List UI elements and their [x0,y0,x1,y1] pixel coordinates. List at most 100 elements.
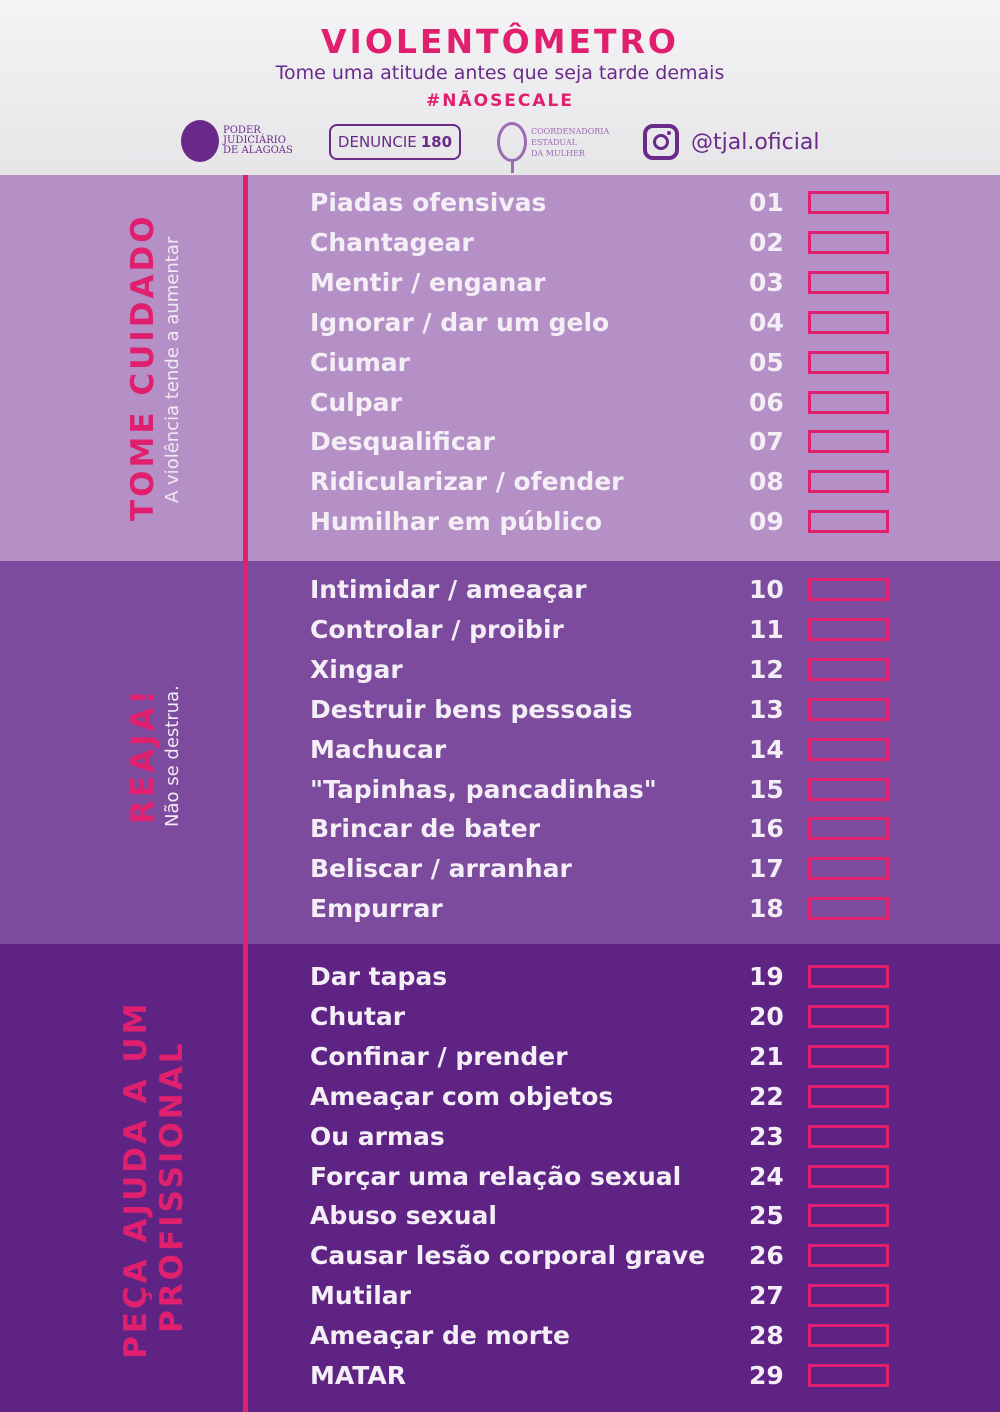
item-number: 07 [749,427,784,457]
list-item: Causar lesão corporal grave 26 [0,1235,1000,1275]
list-item: Destruir bens pessoais 13 [0,689,1000,729]
item-label: Abuso sexual [310,1201,497,1231]
list-item: Desqualificar 07 [0,421,1000,461]
item-number: 14 [749,734,784,764]
list-item: MATAR 29 [0,1355,1000,1395]
item-label: "Tapinhas, pancadinhas" [310,774,657,804]
list-item: Xingar 12 [0,649,1000,689]
list-item: Confinar / prender 21 [0,1036,1000,1076]
item-number: 13 [749,694,784,724]
item-number: 11 [749,614,784,644]
item-number: 03 [749,267,784,297]
list-item: Ignorar / dar um gelo 04 [0,302,1000,342]
checkbox[interactable] [808,617,889,641]
item-number: 08 [749,467,784,497]
item-number: 17 [749,854,784,884]
list-item: Dar tapas 19 [0,956,1000,996]
item-number: 29 [749,1361,784,1390]
item-number: 19 [749,962,784,991]
checkbox[interactable] [808,470,889,494]
item-label: Forçar uma relação sexual [310,1161,682,1191]
hashtag: #NÃOSECALE [425,91,574,111]
item-label: Destruir bens pessoais [310,694,633,724]
checkbox[interactable] [808,1044,889,1068]
item-number: 23 [749,1121,784,1151]
list-item: Machucar 14 [0,729,1000,769]
checkbox[interactable] [808,817,889,841]
list-item: Ou armas 23 [0,1116,1000,1156]
checkbox[interactable] [808,777,889,801]
list-item: Piadas ofensivas 01 [0,182,1000,222]
female-symbol-icon [497,122,527,173]
checkbox[interactable] [808,897,889,921]
list-item: Empurrar 18 [0,888,1000,928]
checkbox[interactable] [808,737,889,761]
header: VIOLENTÔMETRO Tome uma atitude antes que… [0,0,1000,175]
checkbox[interactable] [808,1164,889,1188]
checkbox[interactable] [808,430,889,454]
list-item: Forçar uma relação sexual 24 [0,1156,1000,1196]
item-label: Humilhar em público [310,507,603,537]
item-label: Piadas ofensivas [310,188,547,217]
checkbox[interactable] [808,1204,889,1228]
list-item: Culpar 06 [0,382,1000,422]
checkbox[interactable] [808,1084,889,1108]
list-item: Controlar / proibir 11 [0,609,1000,649]
checkbox[interactable] [808,1284,889,1308]
item-label: Ignorar / dar um gelo [310,307,610,337]
checkbox[interactable] [808,390,889,414]
page-subtitle: Tome uma atitude antes que seja tarde de… [275,62,725,84]
checkbox[interactable] [808,1004,889,1028]
item-label: Controlar / proibir [310,614,564,644]
list-item: Ameaçar de morte 28 [0,1315,1000,1355]
checkbox[interactable] [808,657,889,681]
item-label: Brincar de bater [310,814,541,844]
item-number: 04 [749,307,784,337]
list-item: Ridicularizar / ofender 08 [0,461,1000,501]
item-label: MATAR [310,1361,406,1390]
checkbox[interactable] [808,578,889,601]
item-label: Confinar / prender [310,1041,568,1071]
item-number: 25 [749,1201,784,1231]
list-item: Beliscar / arranhar 17 [0,848,1000,888]
list-item: Ameaçar com objetos 22 [0,1076,1000,1116]
item-number: 20 [749,1001,784,1031]
item-label: Dar tapas [310,962,448,991]
checkbox[interactable] [808,350,889,374]
checkbox[interactable] [808,857,889,881]
item-number: 10 [749,575,784,604]
checkbox[interactable] [808,1364,889,1387]
divider-line [243,175,248,1412]
list-item: Mutilar 27 [0,1275,1000,1315]
checkbox[interactable] [808,1324,889,1348]
tjal-logo: PODER JUDICIÁRIO DE ALAGOAS [181,120,293,162]
checkbox[interactable] [808,965,889,988]
checkbox[interactable] [808,697,889,721]
checkbox[interactable] [808,510,889,534]
item-number: 09 [749,507,784,537]
item-label: Culpar [310,387,402,417]
checkbox[interactable] [808,191,889,214]
item-label: Xingar [310,654,403,684]
section-peca-ajuda: PEÇA AJUDA A UM PROFISSIONAL Dar tapas 19… [0,944,1000,1412]
item-label: Desqualificar [310,427,495,457]
checkbox[interactable] [808,230,889,254]
coordenadoria-logo: COORDENADORIA ESTADUAL DA MULHER [497,122,609,173]
item-label: Mentir / enganar [310,267,546,297]
item-number: 16 [749,814,784,844]
item-label: Ciumar [310,347,410,377]
checkbox[interactable] [808,1244,889,1268]
item-label: Ameaçar com objetos [310,1081,614,1111]
item-number: 24 [749,1161,784,1191]
instagram-link[interactable]: @tjal.oficial [643,124,819,160]
checkbox[interactable] [808,310,889,334]
seal-icon [181,120,219,162]
checkbox[interactable] [808,1124,889,1148]
item-label: Causar lesão corporal grave [310,1241,706,1271]
item-label: Ridicularizar / ofender [310,467,624,497]
item-number: 27 [749,1281,784,1311]
item-number: 06 [749,387,784,417]
item-label: Machucar [310,734,447,764]
checkbox[interactable] [808,270,889,294]
item-number: 01 [749,188,784,217]
